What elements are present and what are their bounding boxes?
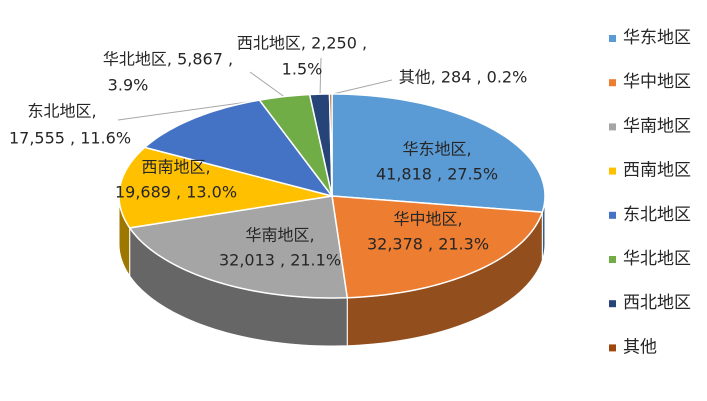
slice xyxy=(118,146,333,229)
data-label: 17,555 , 11.6% xyxy=(9,129,131,148)
data-label: 32,013 , 21.1% xyxy=(219,251,341,270)
legend-swatch xyxy=(609,167,616,175)
data-label: 西南地区, xyxy=(141,158,210,177)
legend-label: 东北地区 xyxy=(623,205,691,225)
legend-label: 华北地区 xyxy=(623,249,691,269)
slice xyxy=(328,93,333,197)
data-label: 3.9% xyxy=(108,76,149,95)
legend-label: 华东地区 xyxy=(623,28,691,48)
legend-swatch xyxy=(609,79,616,87)
legend-label: 华中地区 xyxy=(623,72,691,92)
slice xyxy=(258,93,333,197)
legend-label: 华南地区 xyxy=(623,116,691,136)
legend-swatch xyxy=(609,123,616,131)
data-label: 华东地区, xyxy=(402,140,471,159)
leader-line xyxy=(319,57,322,97)
data-label: 41,818 , 27.5% xyxy=(376,165,498,184)
slice xyxy=(128,195,349,299)
legend-label: 西北地区 xyxy=(623,293,691,313)
legend-swatch xyxy=(609,256,616,263)
data-label: 华南地区, xyxy=(245,226,314,245)
legend-swatch xyxy=(609,344,616,352)
leader-line xyxy=(249,71,287,99)
data-label: 19,689 , 13.0% xyxy=(115,183,237,202)
slice xyxy=(331,195,544,299)
slice xyxy=(143,99,334,198)
legend-label: 西南地区 xyxy=(623,161,691,181)
legend-swatch xyxy=(609,35,616,42)
data-label: 西北地区, 2,250 , xyxy=(237,34,367,53)
legend-label: 其他 xyxy=(623,337,657,357)
data-label: 华北地区, 5,867 , xyxy=(103,50,233,69)
data-label: 1.5% xyxy=(282,60,323,79)
slice xyxy=(331,93,546,213)
legend-swatch xyxy=(609,211,616,219)
leader-line xyxy=(332,79,393,95)
data-label: 东北地区, xyxy=(27,102,96,121)
data-label: 其他, 284 , 0.2% xyxy=(399,68,528,87)
leader-line xyxy=(117,99,263,121)
data-label: 华中地区, xyxy=(393,210,462,229)
data-label: 32,378 , 21.3% xyxy=(367,235,489,254)
legend-swatch xyxy=(609,300,616,308)
